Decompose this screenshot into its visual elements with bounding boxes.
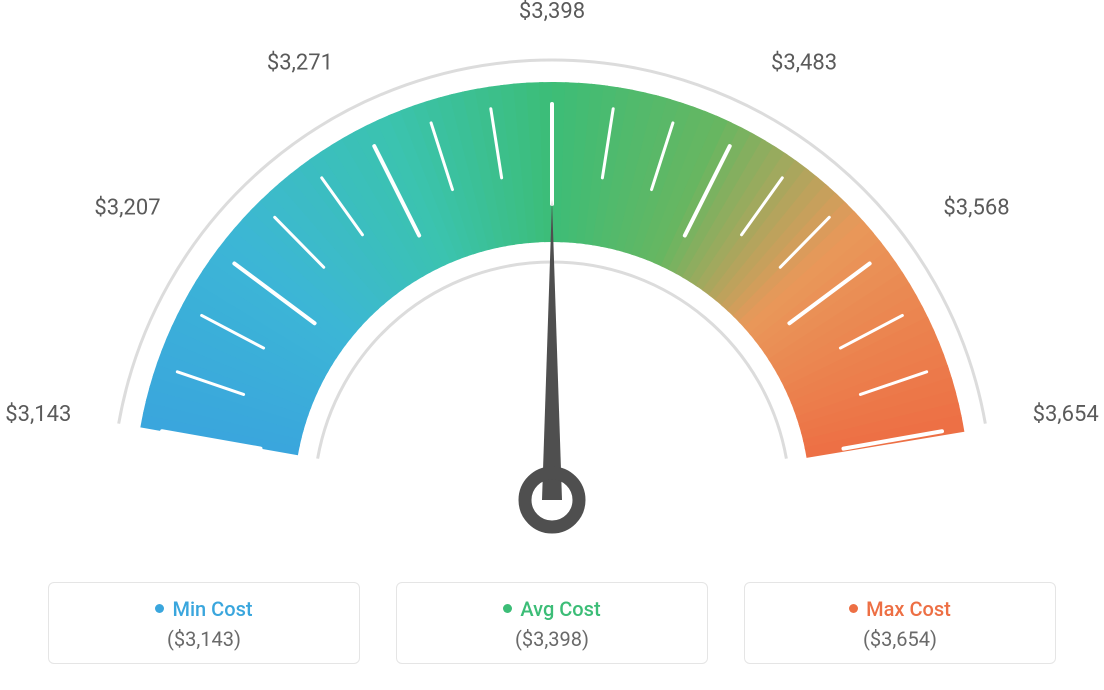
legend-card-max: Max Cost ($3,654) [744, 582, 1056, 664]
legend-title-text-min: Min Cost [172, 597, 252, 621]
gauge-scale-label: $3,568 [943, 195, 1009, 220]
gauge-svg: $3,143 $3,207 $3,271 $3,398 $3,483 $3,568 $3,6… [0, 0, 1104, 560]
gauge-scale-label: $3,398 [519, 0, 585, 24]
legend-title-min: Min Cost [49, 597, 359, 621]
gauge-scale-label: $3,654 [1033, 402, 1099, 427]
legend-row: Min Cost ($3,143) Avg Cost ($3,398) Max … [0, 582, 1104, 664]
legend-card-min: Min Cost ($3,143) [48, 582, 360, 664]
legend-title-text-avg: Avg Cost [520, 597, 600, 621]
gauge-scale-label: $3,143 [5, 402, 71, 427]
dot-icon-avg [503, 604, 512, 613]
legend-value-max: ($3,654) [745, 627, 1055, 651]
legend-card-avg: Avg Cost ($3,398) [396, 582, 708, 664]
legend-value-min: ($3,143) [49, 627, 359, 651]
gauge-scale-label: $3,207 [94, 195, 160, 220]
legend-value-avg: ($3,398) [397, 627, 707, 651]
dot-icon-min [155, 604, 164, 613]
legend-title-avg: Avg Cost [397, 597, 707, 621]
gauge-scale-label: $3,483 [771, 51, 837, 76]
legend-title-max: Max Cost [745, 597, 1055, 621]
gauge-area: $3,143 $3,207 $3,271 $3,398 $3,483 $3,568 $3,6… [0, 0, 1104, 560]
gauge-needle [542, 200, 562, 500]
dot-icon-max [849, 604, 858, 613]
chart-wrap: $3,143 $3,207 $3,271 $3,398 $3,483 $3,568 $3,6… [0, 0, 1104, 690]
legend-title-text-max: Max Cost [866, 597, 951, 621]
gauge-scale-label: $3,271 [267, 51, 333, 76]
